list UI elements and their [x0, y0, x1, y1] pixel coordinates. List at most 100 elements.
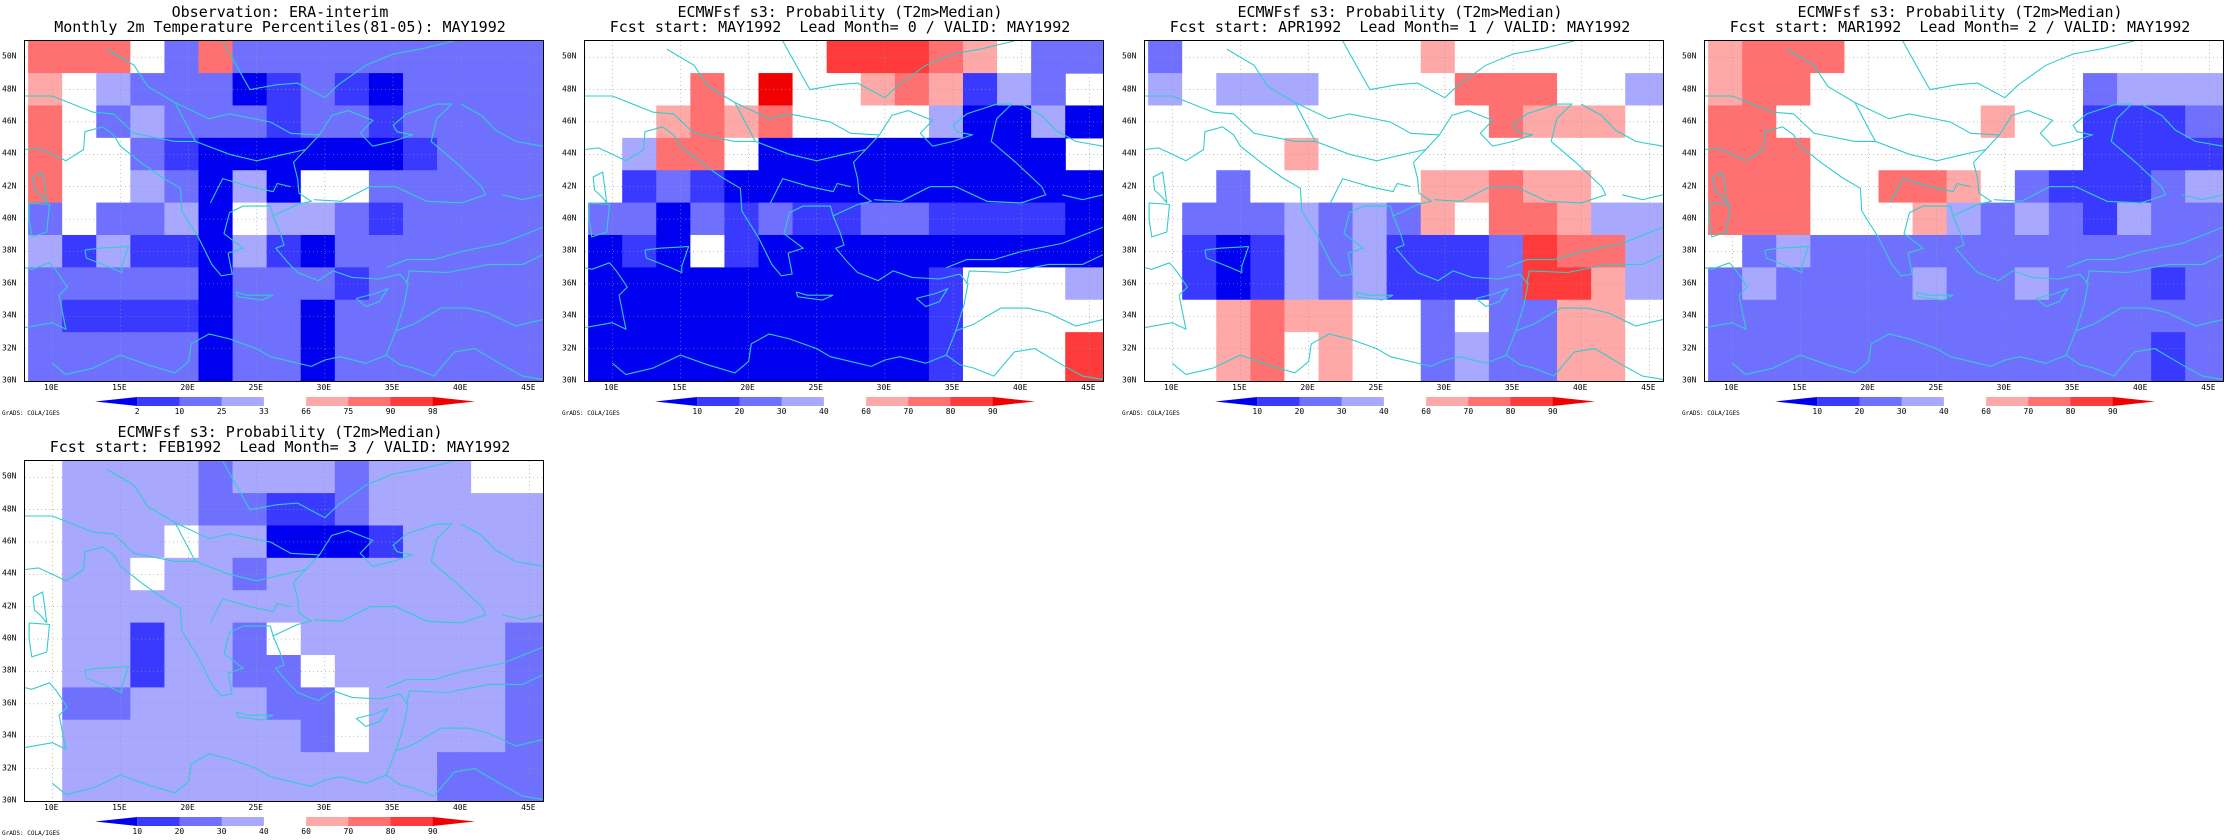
latitude-tick-label: 46N	[2, 116, 17, 126]
grid-cell	[622, 234, 657, 268]
colorbar-swatch	[95, 397, 138, 406]
grid-cell	[130, 493, 166, 527]
grid-cell	[368, 332, 404, 381]
colorbar-swatch	[1383, 397, 1427, 406]
grid-cell	[130, 719, 166, 753]
grid-cell	[962, 299, 998, 333]
coastline	[25, 682, 69, 751]
grid-cell	[266, 622, 302, 656]
colorbar-swatch	[348, 397, 392, 406]
grid-cell	[198, 234, 234, 268]
latitude-tick-label: 38N	[1682, 245, 1697, 255]
coastline	[174, 522, 320, 556]
grid-cell	[1250, 299, 1286, 333]
longitude-tick-label: 45E	[2201, 383, 2216, 392]
colorbar-label: 10	[692, 407, 703, 416]
panel-title-line-1: ECMWFsf s3: Probability (T2m>Median)	[1237, 3, 1563, 21]
colorbar-label: 40	[1939, 407, 1949, 416]
grid-cell	[1946, 234, 1982, 268]
colorbar-swatch	[263, 817, 307, 826]
longitude-tick-label: 25E	[808, 383, 823, 392]
grid-cell	[1386, 202, 1422, 236]
grid-cell	[2151, 73, 2186, 107]
grid-cell	[1488, 202, 1524, 236]
latitude-tick-label: 32N	[1682, 343, 1697, 353]
coastline	[1392, 215, 1529, 367]
coastline	[32, 591, 48, 624]
colorbar-swatch	[221, 817, 265, 826]
grid-cell	[334, 557, 370, 591]
colorbar-swatch	[1426, 397, 1469, 406]
grid-cell	[1557, 41, 1592, 74]
grid-cell	[928, 299, 964, 333]
map-canvas	[1145, 41, 1663, 381]
grid-cell	[2117, 332, 2152, 381]
grid-cell	[505, 752, 543, 801]
coastline	[1145, 48, 1317, 142]
grid-cell	[2048, 299, 2084, 333]
grid-cell	[2082, 105, 2118, 139]
grid-cell	[962, 137, 998, 171]
grid-cell	[266, 493, 302, 527]
coastline	[1915, 291, 1954, 301]
grid-cell	[1182, 170, 1217, 204]
grid-cell	[1810, 332, 1846, 381]
grid-cell	[266, 461, 302, 494]
grid-cell	[690, 73, 726, 107]
grid-cell	[334, 654, 370, 688]
grid-cell	[402, 752, 438, 801]
grid-cell	[437, 461, 472, 494]
grid-cell	[962, 202, 998, 236]
colorbar-swatch	[823, 397, 867, 406]
grid-cell	[334, 267, 370, 301]
latitude-tick-label: 50N	[2, 471, 17, 481]
grid-cell	[2014, 137, 2050, 171]
grid-cell	[1878, 299, 1914, 333]
colorbar-label: 90	[427, 827, 438, 836]
grid-cell	[1386, 332, 1422, 381]
coastline	[235, 711, 274, 721]
grid-cell	[928, 267, 964, 301]
grid-cell	[505, 105, 543, 139]
colorbar-swatch	[390, 397, 434, 406]
grid-cell	[1182, 267, 1217, 301]
grid-cell	[62, 202, 97, 236]
grid-cell	[1454, 73, 1490, 107]
map-panel-lead-0: ECMWFsf s3: Probability (T2m>Median) Fcst…	[560, 0, 1120, 420]
colorbar-swatch	[137, 817, 180, 826]
grid-cell	[826, 41, 862, 74]
grid-cell	[1591, 234, 1626, 268]
grid-cell	[130, 557, 166, 591]
grid-cell	[1318, 332, 1354, 381]
grid-cell	[1386, 105, 1422, 139]
grid-cell	[1182, 73, 1217, 107]
latitude-tick-label: 32N	[562, 343, 577, 353]
colorbar-label: 10	[1252, 407, 1263, 416]
grid-cell	[402, 654, 438, 688]
grid-cell	[622, 299, 657, 333]
grid-cell	[368, 687, 404, 721]
grid-cell	[1488, 105, 1524, 139]
longitude-tick-label: 35E	[1504, 383, 1520, 392]
grid-cell	[437, 105, 472, 139]
grid-cell	[1742, 202, 1777, 236]
grid-cell	[1031, 41, 1066, 74]
coastline	[945, 226, 1103, 269]
coastline	[1145, 103, 1607, 277]
grid-cell	[1522, 105, 1558, 139]
colorbar-label: 80	[385, 827, 396, 836]
colorbar-label: 20	[174, 827, 185, 836]
colorbar-label: 20	[1294, 407, 1305, 416]
grid-cell	[2151, 234, 2186, 268]
colorbar	[1215, 397, 1595, 406]
panel-title-line-2: Monthly 2m Temperature Percentiles(81-05…	[54, 18, 506, 36]
grid-cell	[1182, 105, 1217, 139]
grid-cell	[437, 299, 472, 333]
colorbar	[1775, 397, 2155, 406]
grid-cell	[622, 41, 657, 74]
coastline	[460, 103, 543, 147]
grid-cell	[2151, 202, 2186, 236]
grid-cell	[505, 590, 543, 624]
grid-cell	[1878, 267, 1914, 301]
grid-cell	[1031, 234, 1066, 268]
